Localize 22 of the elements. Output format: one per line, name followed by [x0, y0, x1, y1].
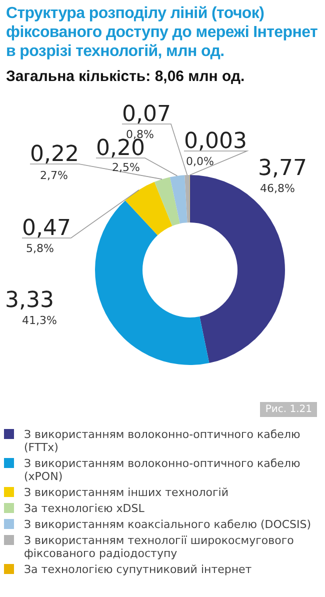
legend-label: За технологією супутниковий інтернет	[24, 563, 252, 576]
text: 5,8%	[26, 242, 54, 255]
text: 0,0%	[186, 155, 214, 168]
legend-label: З використанням інших технологій	[24, 486, 228, 499]
legend-label: З використанням волоконно-оптичного кабелю (xPON)	[24, 457, 302, 483]
data-label: 0,22	[30, 142, 79, 167]
text: 2,7%	[40, 169, 68, 182]
legend-label: З використанням волоконно-оптичного кабелю (FTTx)	[24, 428, 302, 454]
data-label: 0,47	[22, 216, 71, 241]
legend-label: З використанням технології широкосмугового фіксованого радіодоступу	[24, 534, 295, 560]
text: 46,8%	[260, 182, 295, 195]
legend-label: З використанням коаксіального кабелю (DOCSIS)	[24, 518, 312, 531]
text: 2,5%	[112, 161, 140, 174]
data-label: 0,07	[122, 102, 171, 127]
chart-subtitle: Загальна кількість: 8,06 млн од.	[6, 68, 245, 85]
legend-label: За технологією xDSL	[24, 502, 144, 515]
data-label: 0,003	[184, 129, 247, 154]
data-label: 3,77	[258, 156, 307, 181]
text: 41,3%	[22, 314, 57, 327]
chart-title: Структура розподілу ліній (точок) фіксованого доступу до мережі Інтернет в розрізі технологій, млн од.	[6, 4, 319, 61]
text: Рис. 1.21	[260, 402, 317, 417]
data-label: 3,33	[5, 288, 54, 313]
